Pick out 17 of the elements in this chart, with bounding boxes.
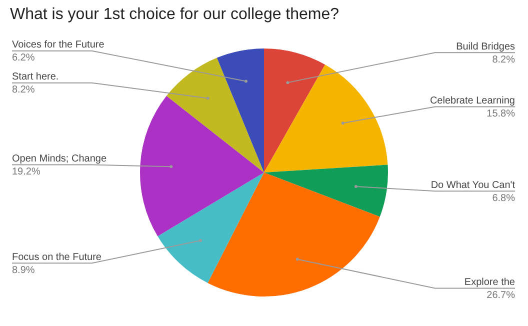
data-label: 6.2% [12,52,35,64]
data-label: 19.2% [12,166,40,178]
data-label: 8.9% [12,264,35,276]
data-label: 6.8% [492,192,516,204]
slice-label: Open Minds; Change [12,153,107,164]
slice-label: Voices for the Future [12,40,105,51]
slice-label: Explore the [464,276,516,288]
slice-label: Focus on the Future [12,252,102,263]
data-label: 8.2% [12,84,35,96]
slice-label: Start here. [12,72,59,83]
slice-label: Build Bridges [456,41,515,52]
chart-title: What is your 1st choice for our college theme? [10,6,340,24]
data-label: 26.7% [486,290,516,301]
slice-label: Celebrate Learning [430,95,515,106]
data-label: 15.8% [486,108,516,120]
slice-label: Do What You Can't [430,180,516,191]
data-label: 8.2% [492,54,516,66]
